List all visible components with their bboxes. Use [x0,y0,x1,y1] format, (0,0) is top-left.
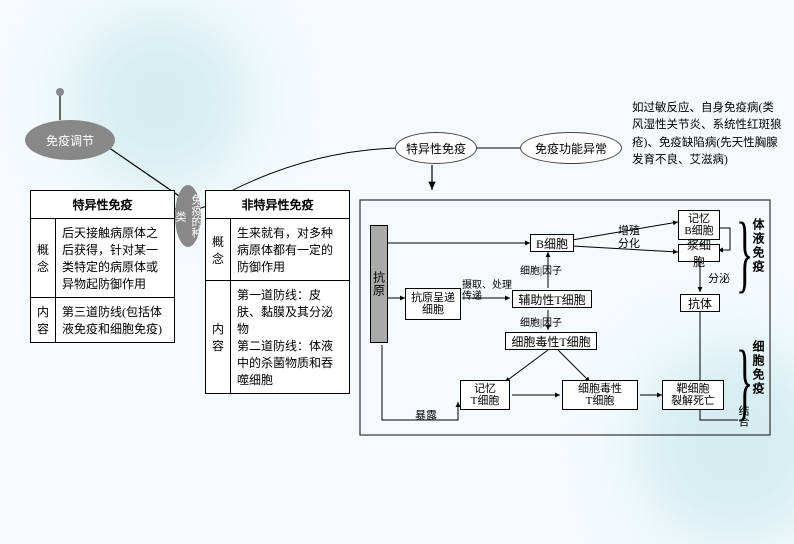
antibody-box: 抗体 [680,294,720,312]
t1-concept-label: 概念 [31,219,56,298]
target-box: 靶细胞 裂解死亡 [662,380,724,410]
t2-header: 非特异性免疫 [206,191,350,219]
cytokine-label-2: 细胞|因子 [520,314,562,329]
cytotoxic-t-box: 细胞毒性T细胞 [505,332,597,350]
bg-decoration [70,10,250,190]
cytotoxic-t2-box: 细胞毒性 T细胞 [562,380,638,410]
t2-content: 第一道防线：皮肤、黏膜及其分泌物 第二道防线：体液中的杀菌物质和吞噬细胞 [231,281,350,394]
cytokine-label-1: 细胞|因子 [520,262,562,277]
bg-decoration [634,344,794,544]
mem-t-box: 记忆 T细胞 [460,380,510,410]
category-oval: 免疫的种类 [175,185,201,247]
expose-label: 暴露 [415,407,437,423]
note-text: 如过敏反应、自身免疫病(类风湿性关节炎、系统性红斑狼疮)、免疫缺陷病(先天性胸腺… [632,100,782,169]
specific-text: 特异性免疫 [406,140,466,157]
t2-content-label: 内容 [206,281,231,394]
t2-concept-label: 概念 [206,219,231,281]
t1-content: 第三道防线(包括体液免疫和细胞免疫) [56,298,175,343]
prolif-label: 增殖 分化 [618,225,640,251]
t1-header: 特异性免疫 [31,191,175,219]
helper-t-box: 辅助性T细胞 [512,290,592,308]
plasma-box: 浆细胞 [678,244,720,262]
t2-concept: 生来就有，对多种病原体都有一定的防御作用 [231,219,350,281]
abnormal-oval: 免疫功能异常 [520,132,622,164]
secrete-label: 分泌 [708,270,730,286]
b-cell-box: B细胞 [530,234,574,252]
brace-cellular: } [736,331,753,432]
action1-label: 摄取、处理 传递 [462,280,512,302]
antigen-box: 抗原 [370,225,388,343]
title-text: 免疫调节 [46,132,94,149]
abnormal-text: 免疫功能异常 [535,140,607,157]
category-text: 免疫的种类 [172,189,204,243]
specific-table: 特异性免疫 概念 后天接触病原体之后获得，针对某一类特定的病原体或异物起防御作用… [30,190,175,343]
t1-content-label: 内容 [31,298,56,343]
brace-humoral: } [736,203,753,304]
apc-box: 抗原呈递细胞 [405,288,461,320]
apc-text: 抗原呈递细胞 [411,292,455,316]
specific-oval: 特异性免疫 [395,132,477,164]
nonspecific-table: 非特异性免疫 概念 生来就有，对多种病原体都有一定的防御作用 内容 第一道防线：… [205,190,350,394]
title-oval: 免疫调节 [25,120,115,160]
t1-concept: 后天接触病原体之后获得，针对某一类特定的病原体或异物起防御作用 [56,219,175,298]
